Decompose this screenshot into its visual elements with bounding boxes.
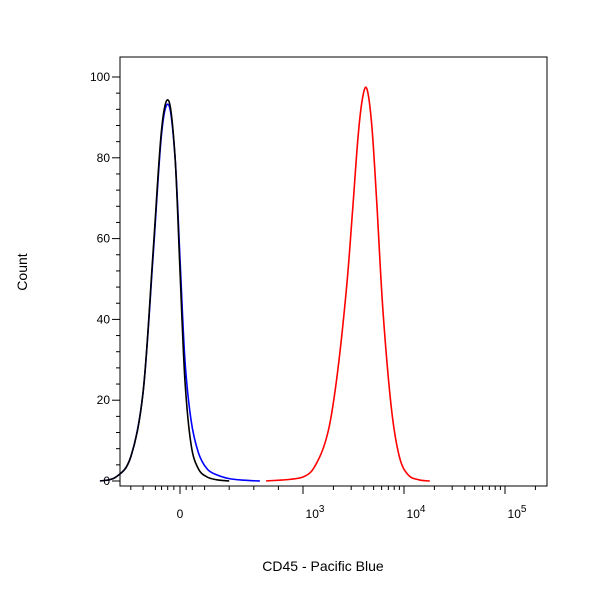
- y-tick-label: 100: [90, 70, 110, 84]
- series-line-2: [99, 99, 230, 482]
- series-line-1: [99, 103, 260, 482]
- y-tick-label: 40: [97, 312, 111, 326]
- plot-frame: [119, 56, 548, 487]
- y-tick-label: 60: [97, 232, 111, 246]
- x-axis-title: CD45 - Pacific Blue: [262, 558, 384, 574]
- x-tick-label: 103: [306, 504, 325, 521]
- x-tick-label: 105: [508, 504, 527, 521]
- x-tick-label: 0: [177, 507, 184, 521]
- x-tick-label: 104: [407, 504, 426, 521]
- y-tick-label: 20: [97, 393, 111, 407]
- x-axis: 0 103 104 105: [130, 486, 536, 521]
- series-layer: [99, 86, 430, 482]
- y-tick-label: 80: [97, 151, 111, 165]
- series-line-3: [266, 86, 430, 482]
- y-axis-title: Count: [14, 253, 30, 290]
